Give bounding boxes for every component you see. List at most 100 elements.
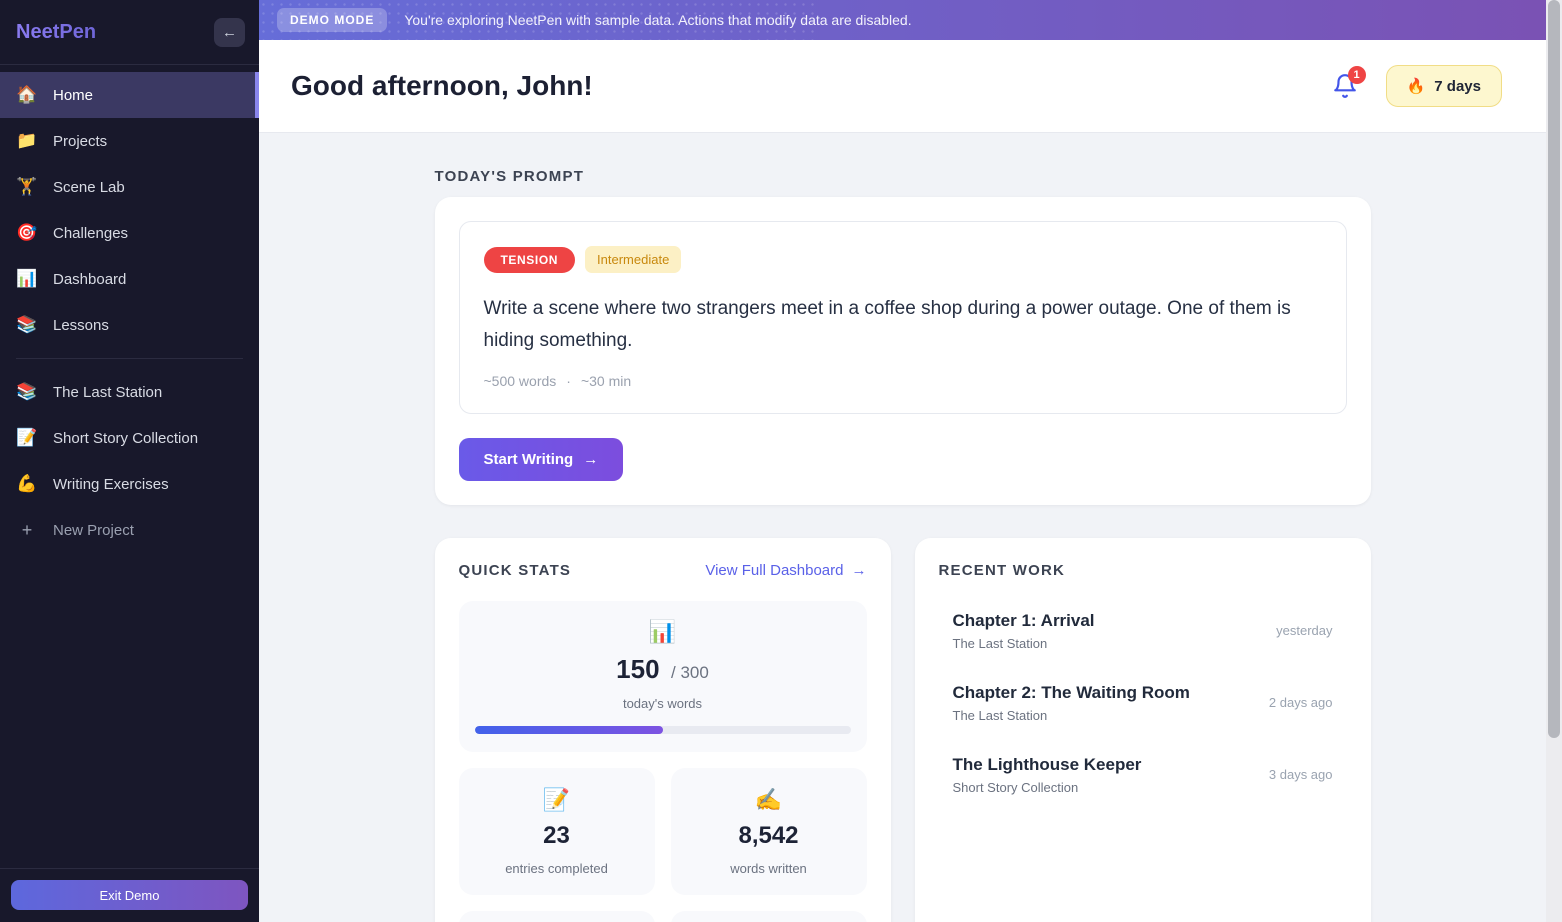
dashboard-link-label: View Full Dashboard [705,561,844,579]
app-logo: NeetPen [16,20,97,43]
prompt-meta: ~500 words · ~30 min [484,373,1322,389]
new-project-button[interactable]: + New Project [0,507,259,553]
todays-prompt-heading: TODAY'S PROMPT [434,168,585,185]
greeting-title: Good afternoon, John! [291,70,593,101]
sidebar-project-label: Short Story Collection [53,429,199,447]
weightlifter-icon: 🏋️ [16,177,38,196]
exit-demo-button[interactable]: Exit Demo [11,880,248,910]
start-writing-label: Start Writing [483,450,574,468]
recent-work-item[interactable]: Chapter 1: Arrival The Last Station yest… [939,605,1347,657]
memo-icon: 📝 [542,786,571,812]
sidebar-item-projects[interactable]: 📁 Projects [0,118,259,164]
bar-chart-icon: 📊 [16,269,38,288]
partial-stat-card [458,910,655,922]
meta-separator: · [566,372,571,389]
streak-label: 7 days [1434,77,1481,95]
sidebar-item-label: Dashboard [53,270,127,288]
content-area: TODAY'S PROMPT TENSION Intermediate Writ… [259,133,1546,922]
todays-prompt-card: TENSION Intermediate Write a scene where… [434,197,1371,505]
sidebar-item-label: Lessons [53,316,109,334]
recent-item-project: Short Story Collection [952,779,1079,795]
sidebar-project-short-story-collection[interactable]: 📝 Short Story Collection [0,415,259,461]
sidebar-project-the-last-station[interactable]: 📚 The Last Station [0,369,259,415]
folder-icon: 📁 [16,131,38,150]
right-arrow-icon: → [583,450,599,468]
demo-mode-message: You're exploring NeetPen with sample dat… [404,12,912,28]
prompt-detail-card: TENSION Intermediate Write a scene where… [458,221,1347,414]
main-area: DEMO MODE You're exploring NeetPen with … [259,0,1546,922]
writing-hand-icon: ✍️ [754,786,783,812]
words-written-label: words written [730,860,807,876]
sidebar-item-home[interactable]: 🏠 Home [0,72,259,118]
recent-item-title: The Lighthouse Keeper [952,754,1142,774]
sidebar-nav: 🏠 Home 📁 Projects 🏋️ Scene Lab 🎯 Challen… [0,65,259,553]
sidebar-project-writing-exercises[interactable]: 💪 Writing Exercises [0,461,259,507]
books-icon: 📚 [16,382,38,401]
scrollbar-thumb[interactable] [1548,0,1560,738]
sidebar-item-lessons[interactable]: 📚 Lessons [0,302,259,348]
sidebar-item-label: Scene Lab [53,178,125,196]
sidebar-project-label: Writing Exercises [53,475,169,493]
sidebar-item-challenges[interactable]: 🎯 Challenges [0,210,259,256]
todays-words-label: today's words [622,695,703,711]
notification-count-badge: 1 [1347,66,1366,84]
recent-item-title: Chapter 1: Arrival [952,610,1095,630]
vertical-scrollbar[interactable] [1546,0,1562,922]
todays-words-target: / 300 [671,662,709,682]
todays-words-value: 150 [616,653,660,684]
todays-words-stat-card: 📊 150 / 300 today's words [458,600,867,752]
words-progress-track [474,725,851,734]
page-header: Good afternoon, John! 1 🔥 7 days [259,40,1546,133]
partial-stat-card: 🔥 [670,910,867,922]
sidebar-item-label: Home [53,86,94,104]
bell-icon [1333,74,1356,98]
prompt-badges: TENSION Intermediate [483,246,1322,273]
recent-item-time: 2 days ago [1268,695,1333,711]
prompt-tag-badge: TENSION [483,246,576,273]
sidebar-item-label: Projects [53,132,108,150]
quick-stats-panel: QUICK STATS View Full Dashboard → 📊 150 … [434,537,891,922]
notifications-button[interactable]: 1 [1332,66,1366,99]
sidebar: NeetPen ← 🏠 Home 📁 Projects 🏋️ Scene Lab… [0,0,259,922]
streak-chip[interactable]: 🔥 7 days [1385,65,1502,107]
prompt-word-count: ~500 words [483,372,557,389]
plus-icon: + [21,519,33,540]
demo-mode-badge: DEMO MODE [277,8,388,32]
memo-icon: 📝 [16,428,38,447]
entries-completed-label: entries completed [505,860,608,876]
quick-stats-heading: QUICK STATS [458,561,572,579]
recent-item-project: The Last Station [952,707,1048,723]
fire-icon: 🔥 [1406,78,1426,95]
recent-work-heading: RECENT WORK [938,561,1066,579]
sidebar-item-label: Challenges [53,224,129,242]
recent-item-time: 3 days ago [1268,767,1333,783]
entries-completed-stat-card: 📝 23 entries completed [458,767,655,895]
sidebar-item-dashboard[interactable]: 📊 Dashboard [0,256,259,302]
header-actions: 1 🔥 7 days [1332,65,1502,107]
sidebar-collapse-button[interactable]: ← [214,17,245,47]
recent-item-project: The Last Station [952,635,1048,651]
left-arrow-icon: ← [222,23,237,41]
recent-item-time: yesterday [1276,623,1333,639]
recent-work-panel: RECENT WORK Chapter 1: Arrival The Last … [914,537,1371,922]
sidebar-item-scene-lab[interactable]: 🏋️ Scene Lab [0,164,259,210]
target-icon: 🎯 [16,223,38,242]
recent-work-item[interactable]: Chapter 2: The Waiting Room The Last Sta… [939,677,1347,729]
right-arrow-icon: → [851,561,867,579]
prompt-duration: ~30 min [580,372,632,389]
prompt-text: Write a scene where two strangers meet i… [483,298,1291,351]
sidebar-header: NeetPen ← [0,0,259,65]
biceps-icon: 💪 [16,474,38,493]
sidebar-divider [16,358,243,359]
demo-mode-banner: DEMO MODE You're exploring NeetPen with … [259,0,1546,40]
bar-chart-icon: 📊 [648,618,677,644]
sidebar-project-label: The Last Station [53,383,163,401]
sidebar-footer: Exit Demo [0,868,259,922]
view-full-dashboard-link[interactable]: View Full Dashboard → [705,562,866,579]
home-icon: 🏠 [16,85,38,104]
start-writing-button[interactable]: Start Writing → [458,437,624,481]
new-project-label: New Project [53,521,134,539]
recent-work-item[interactable]: The Lighthouse Keeper Short Story Collec… [939,749,1347,801]
books-icon: 📚 [16,315,38,334]
entries-completed-value: 23 [543,821,570,849]
